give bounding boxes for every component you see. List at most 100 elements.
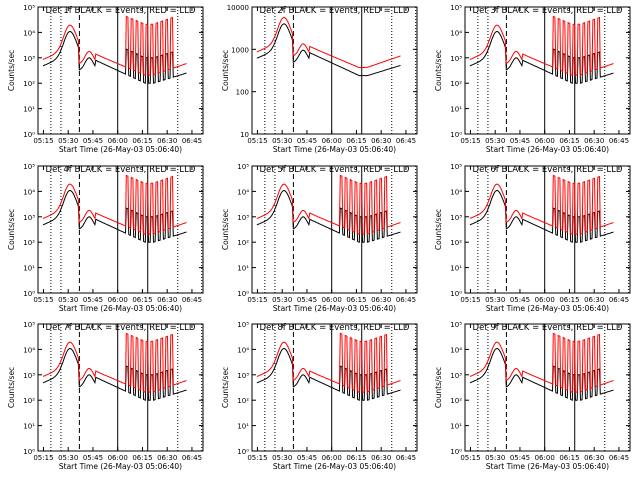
y-tick-label: 10³ (237, 372, 249, 380)
x-tick-label: 05:30 (272, 454, 292, 462)
x-tick-label: 06:45 (182, 296, 202, 304)
y-tick-label: 10² (237, 239, 249, 247)
x-axis-label: Start Time (26-May-03 05:06:40) (486, 462, 609, 471)
series-events-line (256, 189, 401, 243)
y-tick-label: 10⁴ (237, 346, 249, 354)
plot-frame (251, 165, 418, 294)
x-tick-label: 06:15 (132, 454, 152, 462)
chart-title: Det 8f BLACK = Events, RED = LLD (260, 323, 410, 333)
plot-frame (37, 323, 204, 452)
y-tick-label: 10³ (450, 372, 462, 380)
x-tick-label: 06:00 (108, 137, 128, 145)
x-tick-label: 05:45 (297, 296, 317, 304)
x-tick-label: 06:30 (157, 137, 177, 145)
series-lld-line (469, 15, 614, 77)
x-tick-label: 06:15 (559, 454, 579, 462)
y-tick-label: 10¹ (23, 423, 35, 431)
y-axis-label: Counts/sec (7, 367, 16, 408)
y-tick-label: 10⁵ (450, 4, 462, 12)
y-tick-label: 10⁴ (450, 188, 462, 196)
y-tick-label: 100 (236, 89, 249, 97)
x-tick-label: 06:45 (182, 137, 202, 145)
y-tick-label: 10¹ (450, 265, 462, 273)
x-tick-label: 06:45 (609, 454, 629, 462)
series-lld-line (256, 174, 401, 236)
y-tick-label: 10² (23, 239, 35, 247)
x-tick-label: 06:00 (108, 454, 128, 462)
x-tick-label: 05:15 (247, 296, 267, 304)
x-axis-label: Start Time (26-May-03 05:06:40) (273, 304, 396, 313)
plot-frame (37, 165, 204, 294)
x-tick-label: 05:30 (272, 296, 292, 304)
y-tick-label: 10¹ (237, 423, 249, 431)
x-tick-label: 06:30 (371, 454, 391, 462)
x-axis-label: Start Time (26-May-03 05:06:40) (59, 462, 182, 471)
y-tick-label: 10³ (237, 214, 249, 222)
y-axis-label: Counts/sec (7, 50, 16, 91)
y-axis-label: Counts/sec (434, 367, 443, 408)
x-tick-label: 06:00 (322, 137, 342, 145)
y-tick-label: 10¹ (237, 265, 249, 273)
y-tick-label: 10² (450, 397, 462, 405)
y-axis-label: Counts/sec (434, 50, 443, 91)
x-tick-label: 06:00 (535, 296, 555, 304)
x-tick-label: 05:30 (58, 454, 78, 462)
x-tick-label: 06:45 (396, 137, 416, 145)
y-tick-label: 10¹ (450, 106, 462, 114)
x-tick-label: 06:15 (346, 137, 366, 145)
x-tick-label: 05:15 (33, 296, 53, 304)
x-tick-label: 05:30 (58, 296, 78, 304)
y-tick-label: 10⁰ (450, 290, 462, 298)
plot-frame (251, 323, 418, 452)
y-tick-label: 10 (240, 131, 249, 139)
y-tick-label: 10000 (227, 4, 249, 12)
chart-title: Det 4f BLACK = Events, RED = LLD (46, 165, 196, 175)
chart-title: Det 7f BLACK = Events, RED = LLD (46, 323, 196, 333)
x-tick-label: 06:00 (108, 296, 128, 304)
y-tick-label: 10⁵ (23, 4, 35, 12)
series-lld-line (256, 16, 401, 69)
y-tick-label: 10⁰ (23, 131, 35, 139)
y-tick-label: 10⁰ (450, 448, 462, 456)
y-axis-label: Counts/sec (221, 50, 230, 91)
y-tick-label: 10³ (23, 372, 35, 380)
series-events-line (42, 347, 187, 401)
x-tick-label: 06:30 (371, 296, 391, 304)
y-tick-label: 10⁰ (23, 448, 35, 456)
x-tick-label: 05:15 (247, 137, 267, 145)
y-tick-label: 10⁰ (237, 290, 249, 298)
x-tick-label: 06:15 (346, 454, 366, 462)
x-tick-label: 06:30 (584, 454, 604, 462)
y-tick-label: 10⁴ (237, 188, 249, 196)
y-tick-label: 10⁴ (450, 346, 462, 354)
x-tick-label: 05:45 (510, 137, 530, 145)
x-tick-label: 05:15 (247, 454, 267, 462)
y-tick-label: 10² (23, 397, 35, 405)
plot-frame (464, 323, 631, 452)
y-tick-label: 10⁴ (23, 29, 35, 37)
plot-frame (251, 6, 418, 135)
chart-title: Det 6f BLACK = Events, RED = LLD (473, 165, 623, 175)
x-tick-label: 05:45 (83, 137, 103, 145)
x-tick-label: 06:45 (396, 296, 416, 304)
y-tick-label: 10⁵ (450, 321, 462, 329)
x-tick-label: 06:30 (157, 454, 177, 462)
y-tick-label: 1000 (231, 46, 249, 54)
series-events-line (256, 347, 401, 401)
y-tick-label: 10⁵ (450, 163, 462, 171)
y-tick-label: 10² (450, 239, 462, 247)
x-tick-label: 05:30 (485, 296, 505, 304)
y-tick-label: 10⁴ (23, 188, 35, 196)
x-tick-label: 06:15 (132, 137, 152, 145)
x-tick-label: 05:15 (460, 296, 480, 304)
x-tick-label: 05:15 (460, 454, 480, 462)
chart-panel-2: Det 2f BLACK = Events, RED = LLD Counts/s… (221, 4, 418, 154)
series-lld-line (256, 332, 401, 394)
x-tick-label: 06:45 (182, 454, 202, 462)
x-tick-label: 05:30 (58, 137, 78, 145)
x-tick-label: 06:30 (584, 137, 604, 145)
x-tick-label: 06:15 (559, 296, 579, 304)
y-tick-label: 10⁴ (23, 346, 35, 354)
chart-title: Det 1f BLACK = Events, RED = LLD (46, 6, 196, 16)
x-tick-label: 05:30 (272, 137, 292, 145)
